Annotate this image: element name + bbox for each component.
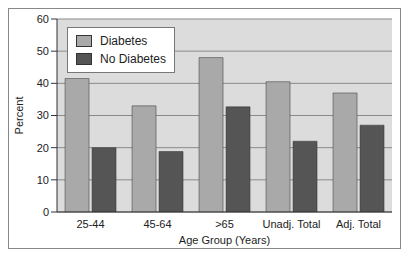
svg-text:>65: >65 bbox=[215, 218, 234, 230]
svg-text:0: 0 bbox=[43, 206, 49, 218]
svg-text:Age Group (Years): Age Group (Years) bbox=[179, 234, 270, 246]
svg-text:45-64: 45-64 bbox=[143, 218, 171, 230]
svg-text:50: 50 bbox=[37, 45, 49, 57]
svg-text:Adj. Total: Adj. Total bbox=[336, 218, 381, 230]
svg-text:20: 20 bbox=[37, 142, 49, 154]
svg-text:Unadj. Total: Unadj. Total bbox=[263, 218, 321, 230]
svg-text:40: 40 bbox=[37, 77, 49, 89]
svg-text:30: 30 bbox=[37, 109, 49, 121]
svg-text:Percent: Percent bbox=[13, 97, 25, 135]
svg-text:10: 10 bbox=[37, 174, 49, 186]
svg-text:25-44: 25-44 bbox=[76, 218, 104, 230]
html-text:No Diabetes: No Diabetes bbox=[100, 52, 166, 66]
svg-text:60: 60 bbox=[37, 13, 49, 25]
html-text:Diabetes: Diabetes bbox=[100, 34, 148, 48]
